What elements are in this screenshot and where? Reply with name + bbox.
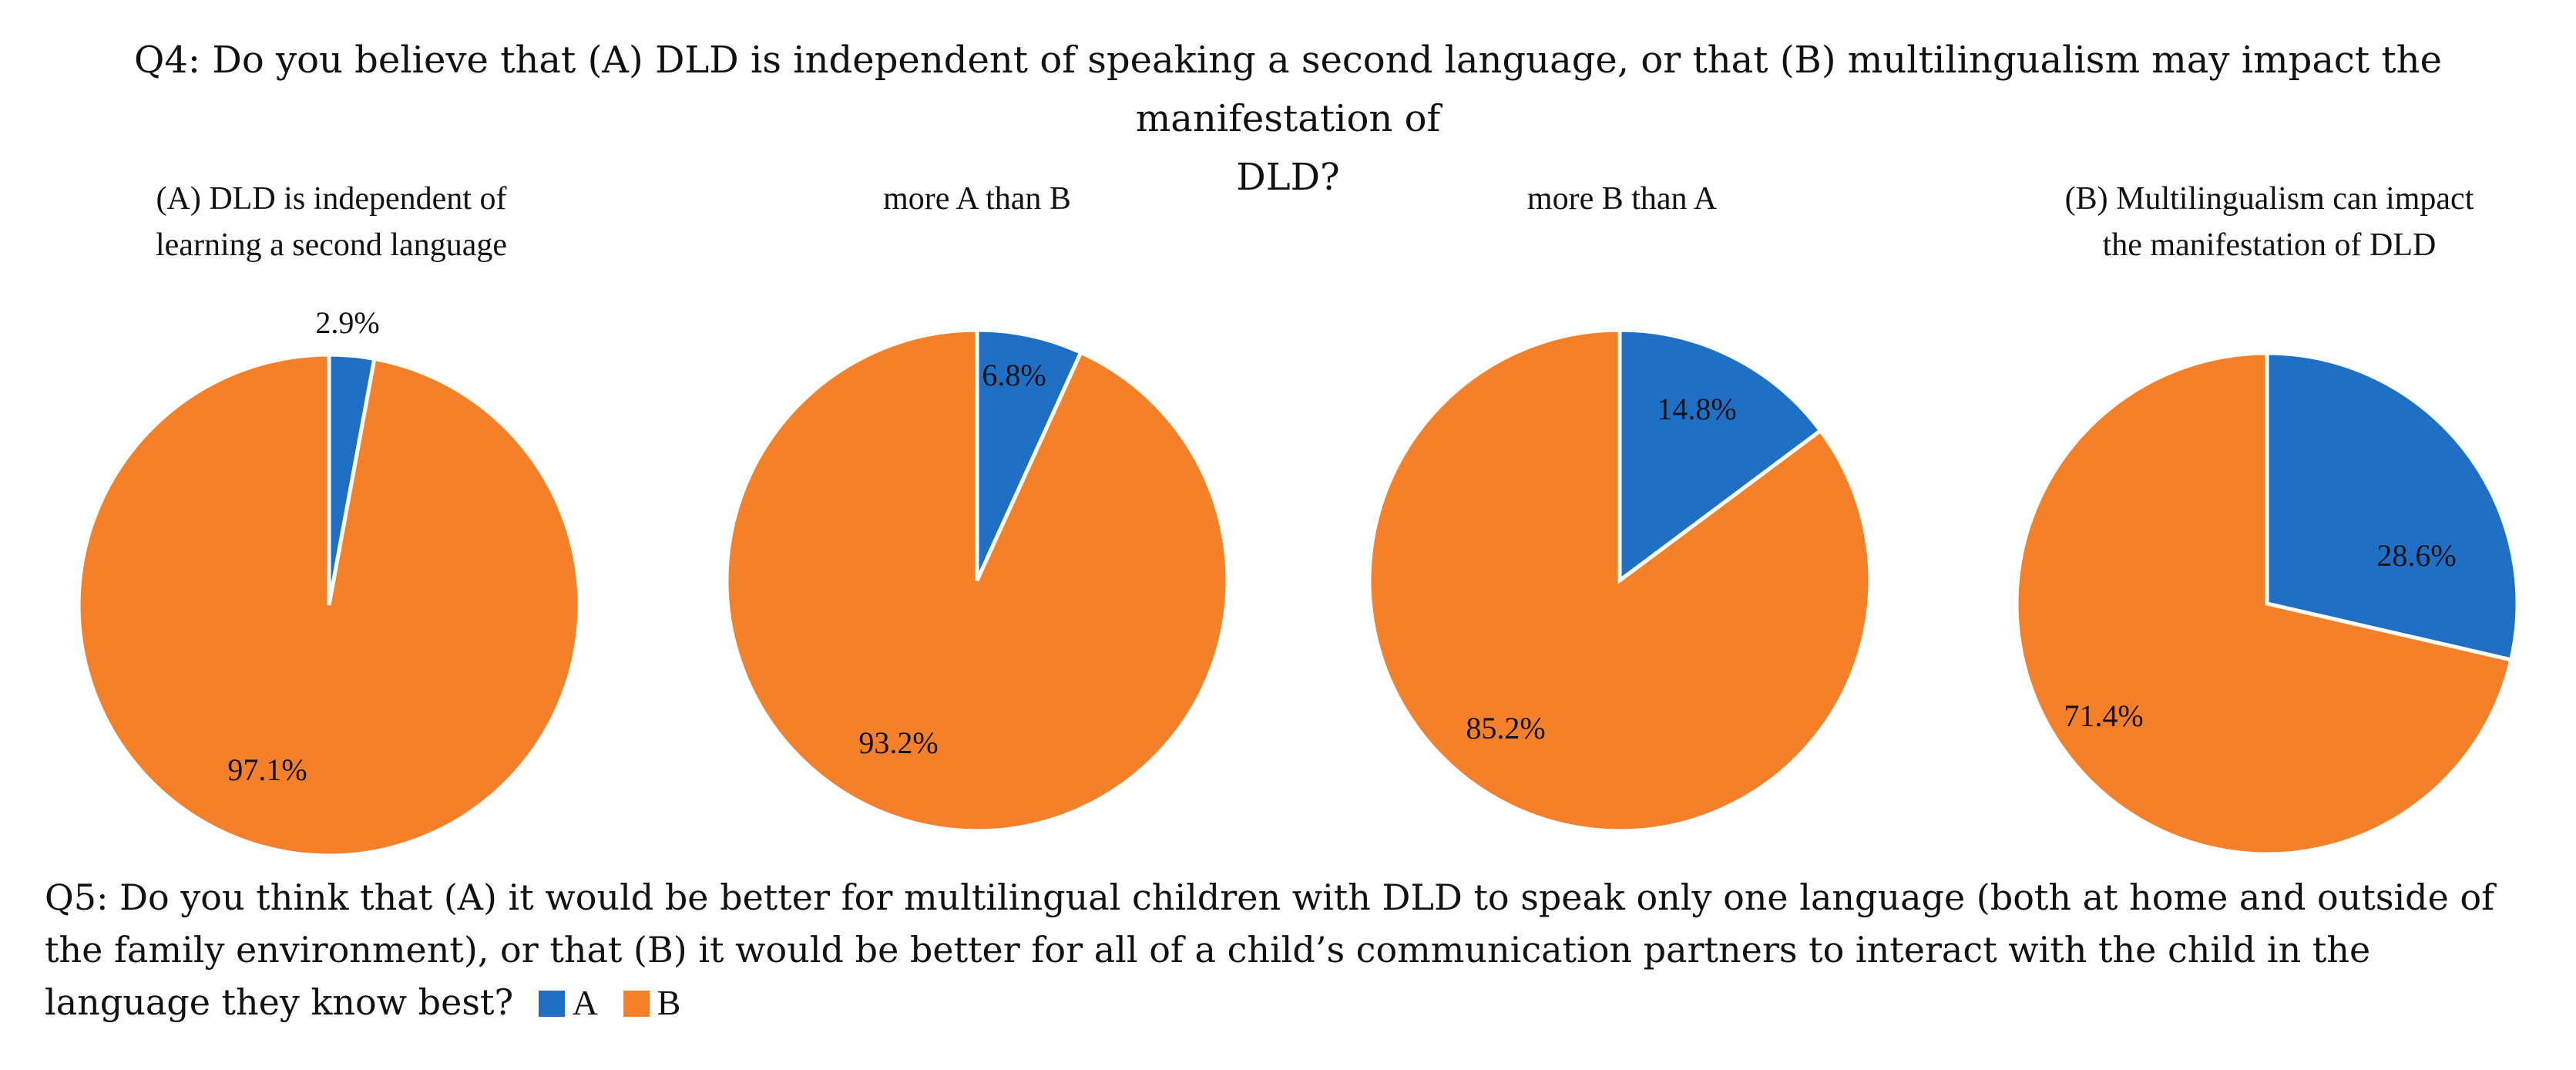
pie-1-title-line-2: learning a second language xyxy=(156,227,507,263)
pie-1-title-line-1: (A) DLD is independent of xyxy=(156,181,507,217)
pie-4-slice-b xyxy=(2014,351,2514,856)
pie-3-title-line-1: more B than A xyxy=(1526,181,1718,217)
pie-4-label-b: 71.4% xyxy=(2064,698,2143,733)
legend-label-a: A xyxy=(572,983,598,1022)
pie-4-title-line-2: the manifestation of DLD xyxy=(2102,227,2437,263)
q5-line-1: Q5: Do you think that (A) it would be be… xyxy=(45,877,2495,918)
legend-swatch-b xyxy=(623,991,650,1017)
q5-line-2: the family environment), or that (B) it … xyxy=(45,929,2371,971)
pie-4-slice-a xyxy=(2265,351,2520,662)
pie-1-title: (A) DLD is independent of learning a sec… xyxy=(39,176,624,268)
pie-3-slice-a xyxy=(1617,328,1824,584)
q4-title: Q4: Do you believe that (A) DLD is indep… xyxy=(0,31,2576,207)
pie-2-slice-a xyxy=(975,328,1083,582)
pie-2-label-a: 6.8% xyxy=(982,358,1046,392)
q4-title-line-2: DLD? xyxy=(1236,156,1340,199)
pie-3-label-b: 85.2% xyxy=(1466,711,1545,745)
pie-3-title: more B than A xyxy=(1329,176,1915,222)
pie-3-slice-b xyxy=(1367,328,1872,833)
pie-3-label-a: 14.8% xyxy=(1657,392,1736,426)
pie-2-title-line-1: more A than B xyxy=(883,181,1071,217)
pie-4-label-a: 28.6% xyxy=(2376,538,2456,573)
legend-swatch-a xyxy=(538,991,565,1017)
pie-2-label-b: 93.2% xyxy=(858,725,938,760)
q4-title-line-1: Q4: Do you believe that (A) DLD is indep… xyxy=(134,39,2442,140)
q5-line-3: language they know best? A B xyxy=(45,976,2541,1029)
pie-4-title-line-1: (B) Multilingualism can impact xyxy=(2064,181,2474,217)
q5-line-3-text: language they know best? xyxy=(45,981,514,1023)
pie-2-title: more A than B xyxy=(684,176,1270,222)
pie-1-label-a: 2.9% xyxy=(315,305,379,340)
pie-2-slice-b xyxy=(724,328,1230,833)
pie-1-slice-b xyxy=(76,352,582,858)
q5-question: Q5: Do you think that (A) it would be be… xyxy=(45,871,2541,1029)
legend-item-a: A xyxy=(538,976,598,1029)
pie-4-title: (B) Multilingualism can impact the manif… xyxy=(1977,176,2562,268)
legend-label-b: B xyxy=(657,983,681,1022)
legend-item-b: B xyxy=(623,976,681,1029)
pie-1-label-b: 97.1% xyxy=(227,752,307,787)
